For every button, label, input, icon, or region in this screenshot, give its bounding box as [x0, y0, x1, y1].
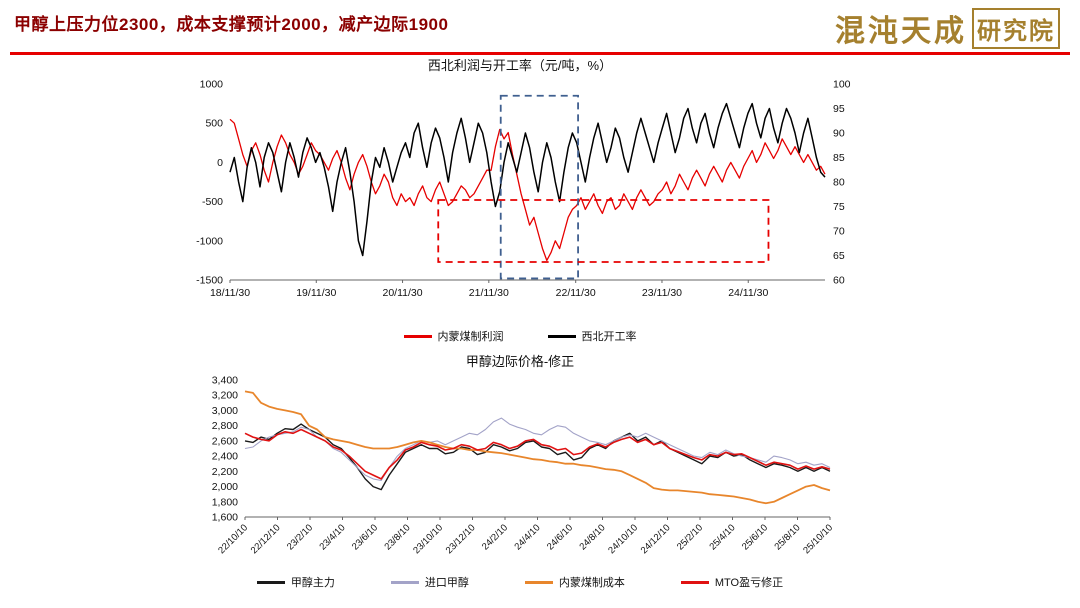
legend-item: 内蒙煤制成本: [524, 574, 625, 590]
legend-swatch: [547, 334, 576, 338]
profit-operating-rate-chart: 1000 500 0 -500 -1000 -1500 100 95 90 85 80 75 70 65 6…: [196, 79, 851, 300]
x-tick-label: 22/11/30: [556, 287, 596, 299]
legend-label: 内蒙煤制成本: [558, 577, 625, 589]
brand-logo-suffix: 研究院: [972, 7, 1060, 49]
x-tick-label: 24/6/10: [545, 522, 575, 552]
x-tick-label: 23/12/10: [444, 522, 478, 556]
y-left-tick-label: 500: [205, 118, 223, 130]
profit-operating-rate-legend: 内蒙煤制利润 西北开工率: [160, 328, 880, 344]
x-tick-label: 24/11/30: [728, 287, 768, 299]
y-left-tick-label: 1,600: [212, 512, 238, 524]
legend-label: 内蒙煤制利润: [437, 331, 504, 343]
x-tick-label: 20/11/30: [383, 287, 423, 299]
y-right-tick-label: 80: [833, 177, 845, 189]
series-line-进口甲醇: [244, 417, 831, 482]
legend-swatch: [403, 334, 432, 338]
x-tick-label: 23/10/10: [411, 522, 445, 556]
y-left-tick-label: -500: [202, 196, 223, 208]
y-left-tick-label: 3,200: [212, 390, 238, 402]
legend-item: 内蒙煤制利润: [403, 328, 504, 344]
profit-operating-rate-chart-block: 西北利润与开工率（元/吨，%） 1000 500 0 -500 -1000 -1500 10…: [160, 56, 880, 344]
x-tick-label: 24/4/10: [512, 522, 542, 552]
marginal-price-chart-block: 甲醇边际价格-修正 3,400 3,200 3,000 2,800 2,600 2,400…: [160, 352, 880, 590]
x-tick-label: 24/2/10: [480, 522, 510, 552]
y-right-tick-label: 100: [833, 79, 851, 91]
x-tick-label: 24/12/10: [639, 522, 673, 556]
x-tick-label: 22/10/10: [216, 522, 250, 556]
x-tick-label: 23/2/10: [285, 522, 315, 552]
legend-swatch: [524, 580, 553, 584]
x-tick-label: 25/6/10: [740, 522, 770, 552]
y-right-tick-label: 90: [833, 128, 845, 140]
y-right-tick-label: 70: [833, 226, 845, 238]
brand-logo-text: 混沌天成: [835, 14, 967, 49]
series-line-西北开工率: [229, 102, 826, 257]
y-left-tick-label: 1000: [200, 79, 224, 91]
legend-label: 西北开工率: [581, 331, 637, 343]
x-tick-label: 23/8/10: [382, 522, 412, 552]
chart-title-profit-operating-rate: 西北利润与开工率（元/吨，%）: [427, 58, 613, 73]
legend-swatch: [680, 580, 709, 584]
header-divider: [10, 52, 1070, 55]
legend-label: 进口甲醇: [424, 577, 469, 589]
y-right-tick-label: 60: [833, 275, 845, 287]
y-left-tick-label: 2,800: [212, 420, 238, 432]
x-tick-label: 24/10/10: [606, 522, 640, 556]
y-left-tick-label: 0: [217, 157, 223, 169]
y-left-tick-label: 1,800: [212, 496, 238, 508]
y-left-tick-label: -1000: [196, 235, 223, 247]
x-tick-label: 24/8/10: [577, 522, 607, 552]
x-tick-label: 25/8/10: [772, 522, 802, 552]
series-line-MTO盈亏修正: [244, 428, 831, 480]
y-right-tick-label: 75: [833, 201, 845, 213]
x-tick-label: 23/11/30: [642, 287, 682, 299]
page-title: 甲醇上压力位2300，成本支撑预计2000，减产边际1900: [14, 15, 449, 34]
brand-logo: 混沌天成 研究院: [835, 6, 1060, 50]
legend-swatch: [390, 580, 419, 584]
x-tick-label: 23/6/10: [350, 522, 380, 552]
x-tick-label: 25/4/10: [707, 522, 737, 552]
y-left-tick-label: 2,600: [212, 435, 238, 447]
legend-item: 甲醇主力: [256, 574, 335, 590]
x-tick-label: 22/12/10: [249, 522, 283, 556]
chart-title-marginal-price: 甲醇边际价格-修正: [465, 354, 575, 369]
y-left-tick-label: 3,400: [212, 375, 238, 387]
y-right-tick-label: 95: [833, 103, 845, 115]
series-line-内蒙煤制成本: [244, 390, 831, 505]
legend-label: 甲醇主力: [290, 577, 335, 589]
y-left-tick-label: -1500: [196, 275, 223, 287]
legend-item: 西北开工率: [547, 328, 637, 344]
x-tick-label: 23/4/10: [317, 522, 347, 552]
y-left-tick-label: 3,000: [212, 405, 238, 417]
legend-item: 进口甲醇: [390, 574, 469, 590]
x-tick-label: 25/10/10: [801, 522, 835, 556]
x-tick-label: 18/11/30: [210, 287, 250, 299]
x-tick-label: 19/11/30: [296, 287, 336, 299]
y-right-tick-label: 85: [833, 152, 845, 164]
y-left-tick-label: 2,400: [212, 451, 238, 463]
y-right-tick-label: 65: [833, 250, 845, 262]
x-tick-label: 21/11/30: [469, 287, 509, 299]
series-line-内蒙煤制利润: [229, 118, 826, 262]
legend-item: MTO盈亏修正: [680, 574, 784, 590]
legend-swatch: [256, 580, 285, 584]
annotation-box-0: [499, 94, 579, 280]
x-tick-label: 25/2/10: [675, 522, 705, 552]
y-left-tick-label: 2,200: [212, 466, 238, 478]
marginal-price-legend: 甲醇主力 进口甲醇 内蒙煤制成本 MTO盈亏修正: [160, 574, 880, 590]
legend-label: MTO盈亏修正: [714, 577, 784, 589]
y-left-tick-label: 2,000: [212, 481, 238, 493]
annotation-box-1: [437, 199, 770, 263]
marginal-price-chart: 3,400 3,200 3,000 2,800 2,600 2,400 2,200 2,000…: [212, 375, 835, 557]
